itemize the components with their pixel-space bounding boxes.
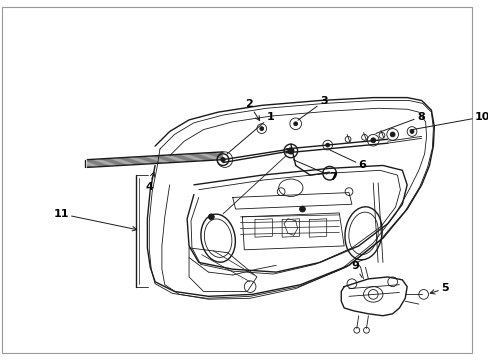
- Text: 9: 9: [350, 261, 361, 278]
- Text: 5: 5: [429, 283, 448, 294]
- Circle shape: [370, 138, 375, 143]
- Circle shape: [293, 122, 297, 126]
- Text: 4: 4: [145, 172, 154, 192]
- Text: 3: 3: [297, 96, 327, 120]
- Text: 2: 2: [245, 99, 259, 121]
- Text: 8: 8: [375, 112, 424, 134]
- Circle shape: [299, 206, 305, 212]
- Text: 11: 11: [53, 209, 137, 231]
- Text: 10: 10: [409, 112, 488, 130]
- Circle shape: [287, 148, 293, 154]
- Text: 1: 1: [226, 112, 274, 154]
- Circle shape: [325, 143, 329, 147]
- Circle shape: [221, 158, 224, 162]
- Circle shape: [409, 130, 413, 134]
- Circle shape: [259, 127, 263, 131]
- Circle shape: [208, 214, 214, 220]
- Text: 7: 7: [293, 160, 337, 182]
- Circle shape: [389, 132, 394, 137]
- Text: 6: 6: [329, 150, 366, 170]
